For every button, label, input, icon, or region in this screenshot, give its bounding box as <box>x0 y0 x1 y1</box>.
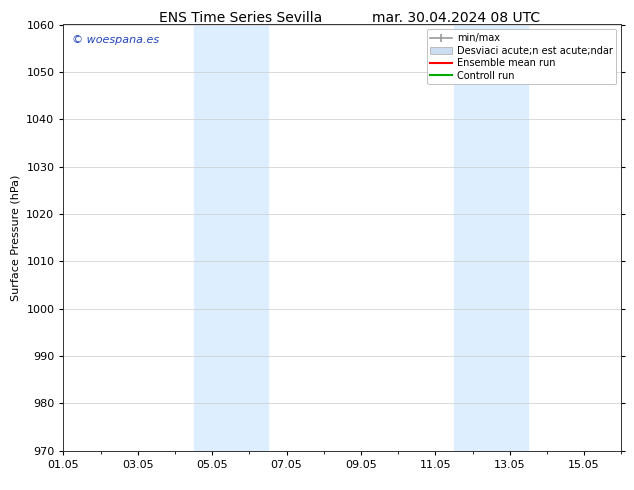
Text: © woespana.es: © woespana.es <box>72 35 159 45</box>
Y-axis label: Surface Pressure (hPa): Surface Pressure (hPa) <box>11 174 21 301</box>
Text: mar. 30.04.2024 08 UTC: mar. 30.04.2024 08 UTC <box>372 11 541 25</box>
Legend: min/max, Desviaci acute;n est acute;ndar, Ensemble mean run, Controll run: min/max, Desviaci acute;n est acute;ndar… <box>427 29 616 84</box>
Bar <box>193 24 268 451</box>
Text: ENS Time Series Sevilla: ENS Time Series Sevilla <box>159 11 323 25</box>
Bar <box>454 24 528 451</box>
